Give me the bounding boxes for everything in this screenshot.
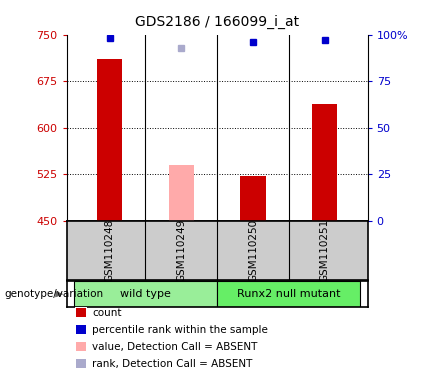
Bar: [77, 342, 86, 351]
Bar: [169, 165, 194, 221]
Text: value, Detection Call = ABSENT: value, Detection Call = ABSENT: [92, 342, 258, 352]
Text: GSM110249: GSM110249: [176, 219, 186, 282]
Bar: [217, 281, 360, 307]
Text: rank, Detection Call = ABSENT: rank, Detection Call = ABSENT: [92, 359, 253, 369]
Bar: [77, 308, 86, 317]
Bar: [240, 176, 265, 221]
Title: GDS2186 / 166099_i_at: GDS2186 / 166099_i_at: [135, 15, 299, 29]
Bar: [74, 281, 217, 307]
Text: GSM110251: GSM110251: [319, 219, 330, 282]
Text: count: count: [92, 308, 122, 318]
Bar: [77, 325, 86, 334]
Text: genotype/variation: genotype/variation: [4, 289, 104, 299]
Text: wild type: wild type: [120, 289, 171, 299]
Bar: [97, 60, 122, 221]
Bar: [312, 104, 337, 221]
Text: GSM110248: GSM110248: [104, 219, 115, 282]
Text: GSM110250: GSM110250: [248, 219, 258, 282]
Bar: [77, 359, 86, 367]
Text: Runx2 null mutant: Runx2 null mutant: [237, 289, 341, 299]
Text: percentile rank within the sample: percentile rank within the sample: [92, 325, 268, 335]
